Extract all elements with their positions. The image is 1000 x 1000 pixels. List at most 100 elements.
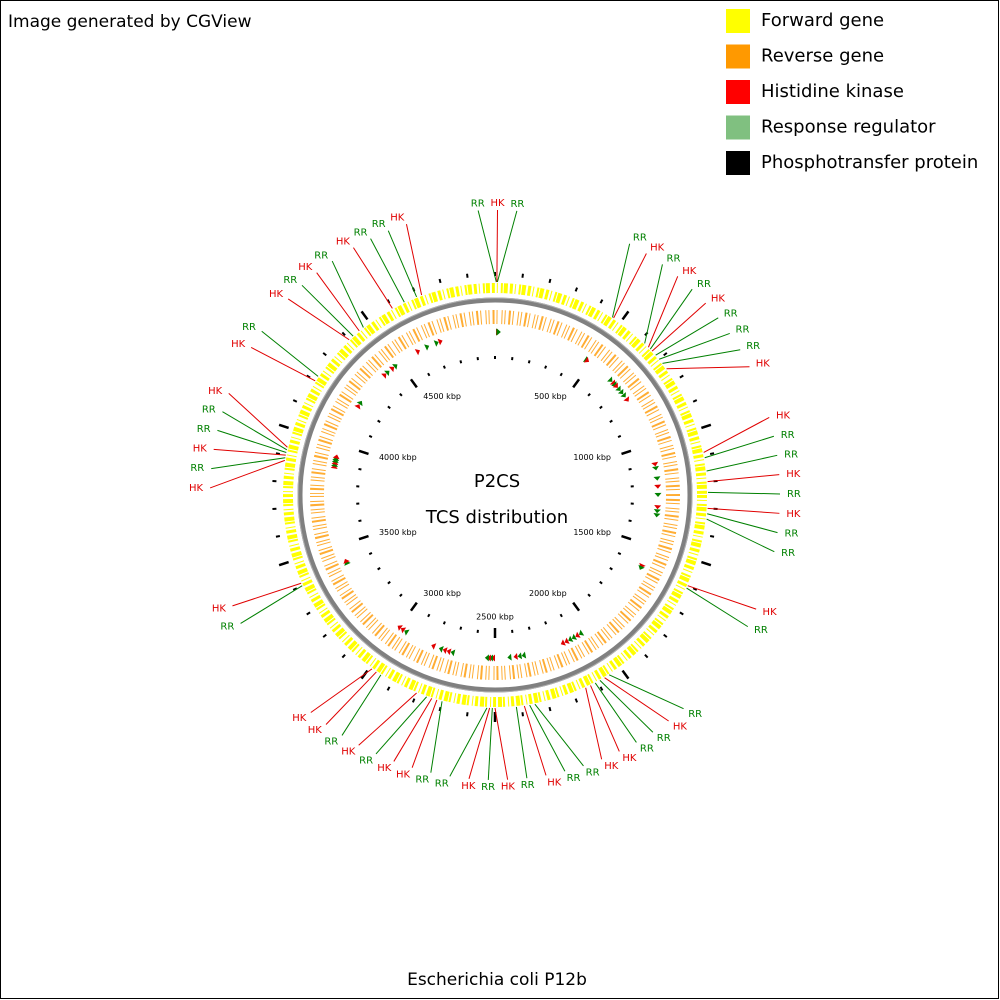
feature-arrow bbox=[381, 373, 387, 379]
feature-pointer bbox=[666, 366, 750, 370]
feature-arrow bbox=[620, 392, 626, 398]
feature-label: RR bbox=[359, 755, 373, 766]
feature-arrow bbox=[488, 654, 493, 662]
feature-pointer bbox=[325, 671, 377, 725]
feature-label: RR bbox=[197, 424, 211, 435]
feature-label: RR bbox=[781, 430, 795, 441]
feature-pointer bbox=[387, 230, 418, 298]
feature-pointer bbox=[430, 701, 443, 773]
minor-tick bbox=[587, 392, 591, 397]
feature-pointer bbox=[393, 698, 433, 762]
feature-pointer bbox=[341, 674, 382, 736]
feature-pointer bbox=[534, 703, 584, 767]
minor-tick bbox=[387, 405, 391, 410]
feature-label: RR bbox=[242, 322, 256, 333]
feature-arrow bbox=[384, 370, 390, 377]
minor-tick bbox=[427, 613, 431, 618]
feature-pointer bbox=[375, 696, 428, 755]
minor-tick bbox=[599, 405, 603, 410]
feature-pointer bbox=[494, 707, 509, 780]
minor-tick bbox=[399, 593, 403, 598]
minor-tick bbox=[644, 653, 649, 659]
feature-label: RR bbox=[481, 782, 495, 793]
minor-tick bbox=[548, 706, 552, 712]
tick-label: 2000 kbp bbox=[529, 589, 567, 598]
feature-label: RR bbox=[784, 529, 798, 540]
feature-arrow bbox=[578, 629, 585, 636]
feature-arrow bbox=[564, 637, 570, 644]
feature-arrow bbox=[652, 465, 659, 471]
feature-arrow bbox=[653, 513, 661, 518]
tick-label: 3500 kbp bbox=[379, 528, 417, 537]
minor-tick bbox=[527, 626, 531, 630]
minor-tick bbox=[322, 633, 327, 638]
feature-arrow bbox=[438, 646, 444, 653]
backbone bbox=[297, 297, 693, 693]
feature-pointer bbox=[477, 210, 497, 283]
minor-tick bbox=[609, 419, 613, 423]
minor-tick bbox=[521, 273, 524, 278]
feature-label: RR bbox=[283, 275, 297, 286]
minor-tick bbox=[275, 535, 281, 538]
minor-tick bbox=[411, 698, 416, 703]
legend-label: Phosphotransfer protein bbox=[761, 152, 978, 173]
minor-tick bbox=[442, 365, 446, 369]
feature-arrow bbox=[446, 648, 452, 656]
feature-arrow bbox=[507, 653, 512, 661]
feature-label: HK bbox=[491, 198, 506, 209]
feature-label: HK bbox=[336, 237, 351, 248]
feature-label: RR bbox=[657, 733, 671, 744]
minor-tick bbox=[377, 567, 381, 571]
feature-pointer bbox=[213, 448, 286, 456]
minor-tick bbox=[442, 621, 446, 625]
minor-tick bbox=[459, 360, 463, 364]
feature-pointer bbox=[370, 238, 405, 303]
feature-label: HK bbox=[341, 746, 356, 757]
feature-label: HK bbox=[308, 725, 323, 736]
feature-arrow bbox=[442, 647, 448, 654]
feature-label: HK bbox=[786, 509, 801, 520]
feature-pointer bbox=[599, 679, 654, 733]
legend-swatch bbox=[726, 9, 750, 33]
feature-label: RR bbox=[633, 233, 647, 244]
feature-pointer bbox=[301, 284, 354, 337]
feature-pointer bbox=[651, 302, 707, 352]
feature-arrow bbox=[623, 396, 630, 402]
feature-label: RR bbox=[202, 405, 216, 416]
major-tick bbox=[700, 423, 712, 430]
feature-label: RR bbox=[667, 254, 681, 265]
minor-tick bbox=[322, 352, 327, 357]
feature-label: RR bbox=[190, 463, 204, 474]
minor-tick bbox=[275, 452, 281, 455]
major-tick bbox=[621, 449, 632, 456]
feature-label: RR bbox=[736, 324, 750, 335]
minor-tick bbox=[341, 653, 346, 659]
minor-tick bbox=[341, 331, 346, 337]
feature-arrow bbox=[343, 558, 350, 564]
minor-tick bbox=[679, 611, 684, 616]
feature-pointer bbox=[647, 276, 679, 348]
feature-pointer bbox=[529, 704, 566, 772]
legend-swatch bbox=[726, 44, 750, 69]
minor-tick bbox=[574, 698, 579, 703]
minor-tick bbox=[438, 706, 442, 712]
minor-tick bbox=[368, 434, 373, 438]
feature-label: RR bbox=[471, 199, 485, 210]
minor-tick bbox=[548, 278, 552, 284]
feature-pointer bbox=[310, 668, 373, 713]
reverse-gene-track bbox=[310, 310, 680, 680]
feature-label: RR bbox=[415, 775, 429, 786]
major-tick bbox=[572, 378, 581, 389]
minor-tick bbox=[679, 374, 684, 379]
feature-pointer bbox=[515, 706, 528, 779]
minor-tick bbox=[709, 535, 715, 538]
feature-label: RR bbox=[435, 778, 449, 789]
minor-tick bbox=[427, 372, 431, 377]
minor-tick bbox=[399, 392, 403, 397]
minor-tick bbox=[609, 567, 613, 571]
feature-arrow bbox=[654, 505, 662, 510]
major-tick bbox=[409, 601, 418, 612]
feature-pointer bbox=[496, 210, 518, 283]
